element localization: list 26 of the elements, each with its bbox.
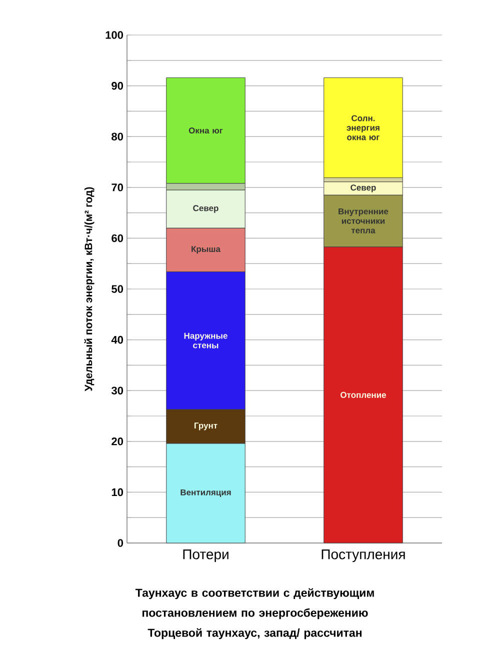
y-tick-label: 40 bbox=[111, 336, 124, 344]
y-tick-label: 70 bbox=[112, 184, 124, 192]
y-tick-label: 30 bbox=[111, 386, 124, 394]
text: Торцевой таунхаус, запад/ рассчитан bbox=[148, 628, 362, 640]
series-label: Внутренние источники тепла bbox=[338, 208, 388, 234]
y-axis-title: Удельный поток энергии, кВт·ч/(м² год) bbox=[84, 187, 94, 392]
series-label: Грунт bbox=[194, 422, 218, 430]
y-tick-label: 90 bbox=[112, 82, 124, 90]
y-tick-label: 10 bbox=[112, 488, 124, 496]
x-tick-label: Потери bbox=[183, 550, 228, 562]
series-label: Солн. энергия окна юг bbox=[346, 115, 380, 140]
series-label: Север bbox=[350, 184, 376, 192]
y-tick-label: 80 bbox=[112, 132, 124, 140]
x-tick-label: Поступления bbox=[322, 550, 405, 562]
y-tick-label: 50 bbox=[112, 285, 124, 293]
text: Таунхаус в соответствии с действующим постановлением по энергосбережению bbox=[135, 588, 374, 620]
y-tick-label: 60 bbox=[112, 234, 124, 242]
series-label: Наружные стены bbox=[184, 332, 228, 348]
series-label: Окна юг bbox=[188, 128, 223, 134]
y-tick-label: 20 bbox=[112, 438, 124, 446]
y-tick-label: 100 bbox=[106, 31, 124, 39]
series-label: Вентиляция bbox=[180, 489, 231, 497]
series-label: Отопление bbox=[340, 392, 386, 398]
series-label: Север bbox=[193, 205, 218, 213]
series-label: Крыша bbox=[192, 246, 221, 254]
y-tick-label: 0 bbox=[118, 539, 124, 547]
